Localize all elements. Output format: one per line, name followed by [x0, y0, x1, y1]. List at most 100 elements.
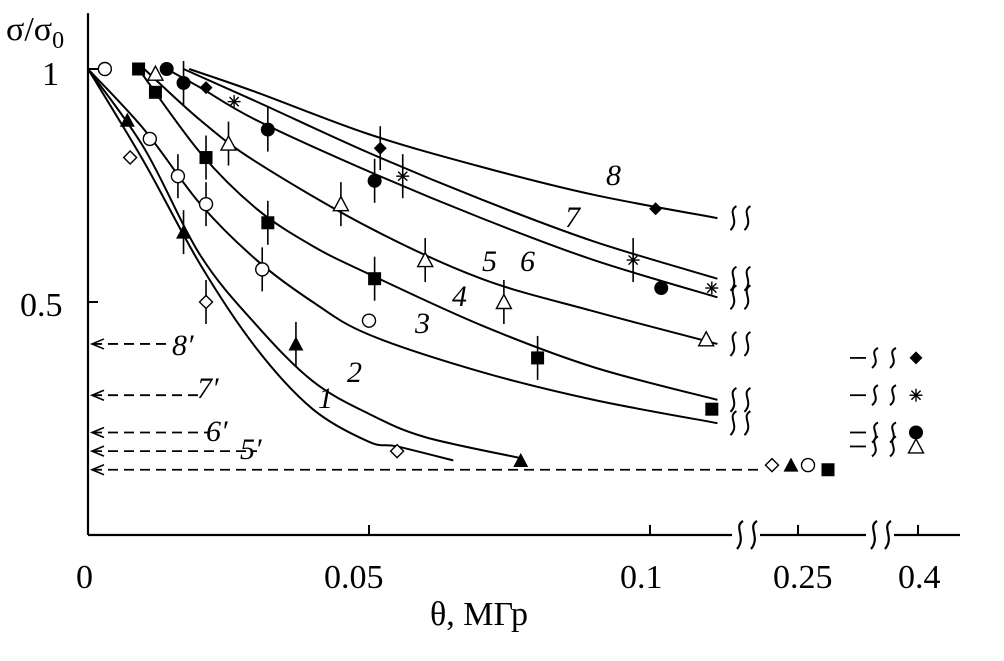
break-stroke [729, 387, 738, 413]
marker-shape [261, 216, 275, 230]
data-point-3 [361, 313, 377, 328]
data-point-7 [705, 281, 719, 295]
marker-shape [142, 131, 158, 147]
marker-shape [697, 330, 715, 347]
break-stroke [729, 284, 738, 311]
curve-label-8: 8 [606, 159, 621, 192]
data-point-3 [255, 262, 270, 277]
series-line-5 [143, 68, 718, 345]
limit-point-0-25 [764, 457, 780, 473]
marker-shape [389, 443, 405, 459]
series-line-8 [188, 68, 718, 220]
break-stroke [729, 205, 738, 231]
y-axis-title-sub: 0 [52, 28, 64, 54]
marker-shape [907, 437, 925, 454]
marker-shape [513, 452, 529, 467]
marker-shape [909, 351, 923, 365]
data-point-8 [373, 141, 387, 155]
marker-shape [122, 150, 138, 166]
markers [97, 60, 925, 477]
data-point-4 [368, 272, 382, 286]
limit-point-0-4 [909, 425, 923, 440]
data-point-3 [198, 196, 214, 212]
marker-shape [654, 281, 669, 296]
data-point-5 [697, 330, 715, 347]
break-stroke [743, 265, 752, 292]
marker-shape [705, 402, 719, 416]
limit-label-6p: 6′ [206, 415, 228, 448]
break-stroke [743, 205, 752, 231]
marker-shape [176, 224, 192, 239]
marker-stroke [229, 96, 240, 107]
marker-stroke [910, 390, 922, 401]
marker-shape [198, 196, 214, 212]
data-point-3 [142, 131, 158, 147]
data-point-5 [146, 64, 165, 81]
marker-shape [199, 151, 213, 165]
break-stroke [871, 435, 879, 458]
data-point-1 [198, 294, 214, 310]
limit-break-0-4 [871, 435, 897, 458]
marker-shape [495, 293, 513, 310]
marker-shape [800, 457, 816, 473]
limit-point-0-4 [907, 437, 925, 454]
data-point-7 [626, 253, 640, 267]
x-tick-label: 0 [76, 559, 93, 596]
x-axis-break [866, 520, 894, 550]
marker-shape [159, 62, 174, 76]
data-point-4 [705, 402, 719, 416]
series-line-1 [87, 68, 454, 462]
data-point-5 [332, 195, 350, 212]
marker-shape [416, 251, 434, 268]
marker-shape [176, 75, 191, 90]
marker-shape [255, 262, 270, 277]
marker-shape [288, 336, 304, 351]
marker-shape [361, 313, 377, 328]
curve-label-4: 4 [452, 280, 467, 313]
curve-break-5 [729, 331, 752, 357]
x-tick-label: 0.25 [773, 559, 833, 596]
marker-stroke [628, 254, 639, 266]
limit-point-0-25 [783, 457, 799, 472]
break-stroke [871, 384, 879, 406]
marker-shape [97, 61, 113, 77]
data-point-6 [176, 75, 191, 90]
limit-arrow [89, 445, 105, 457]
curve-break-4 [729, 387, 752, 413]
data-point-8 [199, 81, 213, 95]
marker-shape [649, 202, 663, 216]
y-axis-title: σ/σ0 [6, 11, 64, 54]
data-point-5 [416, 251, 434, 268]
series-line-3 [87, 68, 718, 425]
data-point-7 [396, 169, 410, 183]
marker-shape [219, 134, 238, 151]
curve-break-7 [729, 265, 752, 292]
break-stroke [743, 331, 752, 357]
break-stroke [884, 520, 892, 550]
marker-shape [119, 112, 135, 127]
break-stroke [871, 347, 879, 369]
y-tick-label: 0.5 [20, 287, 63, 324]
curve-label-3: 3 [414, 307, 430, 340]
limit-point-0-4 [909, 388, 923, 402]
x-axis-break [732, 520, 760, 550]
break-stroke [870, 520, 878, 550]
data-point-1 [389, 443, 405, 459]
limit-label-8p: 8′ [172, 329, 194, 362]
data-point-4 [531, 351, 545, 365]
data-point-6 [159, 62, 174, 76]
curve-break-3 [729, 410, 752, 436]
marker-shape [132, 62, 146, 76]
break-stroke [743, 410, 752, 436]
y-axis-title-main: σ/σ [6, 11, 52, 48]
data-point-4 [199, 151, 213, 165]
marker-shape [198, 294, 214, 310]
marker-shape [821, 463, 835, 477]
limit-label-7p: 7′ [197, 372, 219, 405]
break-stroke [729, 265, 738, 292]
marker-shape [260, 122, 275, 137]
x-tick-label: 0.05 [324, 559, 384, 596]
limit-label-5p: 5′ [240, 433, 262, 466]
data-point-1 [122, 150, 138, 166]
data-point-4 [132, 62, 146, 76]
